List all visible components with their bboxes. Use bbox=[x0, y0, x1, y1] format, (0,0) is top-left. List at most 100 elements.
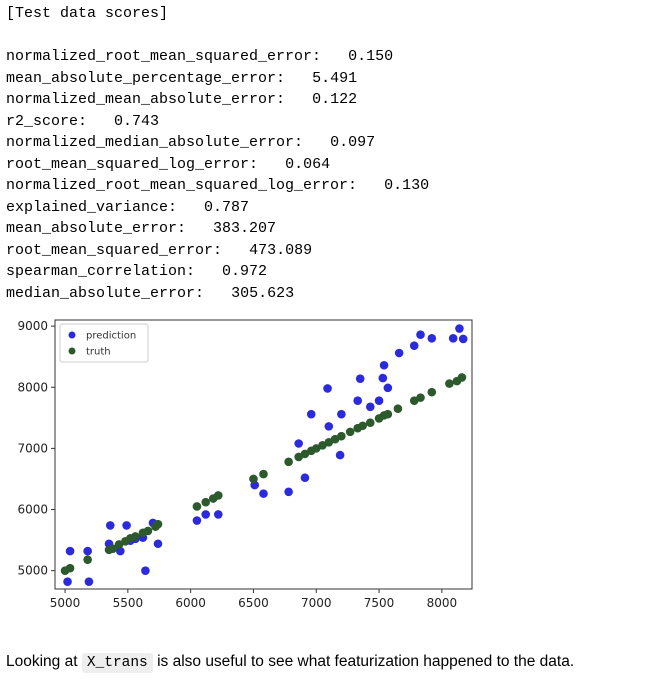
metric-value: 473.089 bbox=[249, 241, 313, 259]
prediction-point bbox=[323, 384, 332, 393]
metric-value: 0.064 bbox=[285, 155, 331, 173]
prediction-point bbox=[300, 473, 310, 483]
metric-name: mean_absolute_error: bbox=[6, 220, 187, 237]
metric-line: normalized_mean_absolute_error: 0.122 bbox=[6, 89, 429, 111]
truth-point bbox=[192, 502, 202, 511]
metric-name: normalized_root_mean_squared_error: bbox=[6, 48, 322, 65]
prediction-point bbox=[374, 396, 384, 405]
metric-value: 0.787 bbox=[204, 198, 250, 216]
metric-line: normalized_root_mean_squared_log_error: … bbox=[6, 175, 429, 197]
metric-line: mean_absolute_percentage_error: 5.491 bbox=[6, 68, 429, 90]
metric-name: normalized_root_mean_squared_log_error: bbox=[6, 177, 358, 194]
metric-name: normalized_median_absolute_error: bbox=[6, 134, 304, 151]
y-tick-label: 9000 bbox=[17, 319, 48, 333]
prediction-point bbox=[427, 334, 437, 343]
metric-value: 0.097 bbox=[330, 134, 376, 151]
truth-point bbox=[383, 409, 393, 419]
legend-marker-prediction bbox=[68, 331, 76, 339]
x-tick-label: 6000 bbox=[175, 596, 206, 610]
x-tick-label: 7500 bbox=[364, 596, 395, 610]
metrics-list: normalized_root_mean_squared_error: 0.15… bbox=[6, 46, 429, 304]
legend-marker-truth bbox=[68, 347, 76, 355]
metric-name: root_mean_squared_error: bbox=[6, 241, 223, 259]
truth-point bbox=[131, 532, 140, 541]
truth-point bbox=[358, 421, 368, 431]
prediction-point bbox=[141, 566, 150, 575]
output-header: [Test data scores] bbox=[6, 5, 169, 22]
metric-name: normalized_mean_absolute_error: bbox=[6, 91, 286, 108]
metric-line: median_absolute_error: 305.623 bbox=[6, 283, 429, 305]
prediction-point bbox=[337, 409, 346, 419]
metric-value: 5.491 bbox=[312, 69, 358, 87]
prediction-point bbox=[83, 546, 92, 556]
metric-name: mean_absolute_percentage_error: bbox=[6, 69, 286, 87]
prediction-point bbox=[259, 489, 268, 498]
prediction-point bbox=[324, 422, 334, 431]
prediction-point bbox=[355, 374, 365, 383]
truth-point bbox=[416, 393, 425, 402]
prediction-point bbox=[213, 510, 223, 519]
truth-point bbox=[457, 373, 467, 382]
prediction-point bbox=[335, 450, 345, 460]
truth-point bbox=[65, 563, 75, 573]
metric-line: root_mean_squared_error: 473.089 bbox=[6, 240, 429, 262]
metric-value: 0.972 bbox=[222, 263, 268, 280]
prose-text-before: Looking at bbox=[6, 653, 82, 670]
truth-point bbox=[337, 431, 346, 441]
x-tick-label: 8000 bbox=[427, 596, 458, 610]
metric-name: r2_score: bbox=[6, 112, 88, 130]
metric-value: 383.207 bbox=[213, 220, 277, 237]
metric-line: mean_absolute_error: 383.207 bbox=[6, 218, 429, 240]
y-tick-label: 7000 bbox=[17, 441, 48, 455]
prediction-point bbox=[379, 360, 389, 370]
metric-value: 0.122 bbox=[312, 91, 358, 108]
legend-label-truth: truth bbox=[86, 347, 111, 358]
truth-point bbox=[445, 379, 454, 388]
metric-line: normalized_root_mean_squared_error: 0.15… bbox=[6, 46, 429, 68]
metric-line: r2_score: 0.743 bbox=[6, 111, 429, 133]
x-tick-label: 7000 bbox=[301, 596, 332, 610]
prediction-point bbox=[63, 577, 72, 586]
prediction-point bbox=[353, 396, 363, 405]
truth-point bbox=[393, 404, 403, 413]
scatter-chart: 5000 5500 6000 6500 7000 7500 8000 5000 6000 7000… bbox=[17, 319, 473, 610]
prediction-point bbox=[394, 348, 404, 358]
metric-line: spearman_correlation: 0.972 bbox=[6, 261, 429, 283]
prediction-point bbox=[116, 546, 125, 556]
y-tick-label: 6000 bbox=[17, 503, 48, 517]
truth-point bbox=[249, 474, 258, 484]
metric-value: 0.150 bbox=[348, 48, 394, 65]
truth-point bbox=[108, 544, 118, 553]
prediction-point bbox=[458, 334, 468, 344]
legend-box bbox=[59, 323, 149, 363]
legend-label-prediction: prediction bbox=[86, 331, 136, 342]
blank-line bbox=[6, 25, 429, 47]
truth-point bbox=[213, 491, 223, 500]
prediction-point bbox=[416, 330, 425, 339]
prediction-point bbox=[105, 521, 115, 530]
metric-value: 0.130 bbox=[384, 177, 430, 194]
prediction-point bbox=[294, 439, 303, 448]
x-tick-label: 5500 bbox=[113, 596, 144, 610]
prediction-point bbox=[284, 487, 293, 497]
metric-line: root_mean_squared_log_error: 0.064 bbox=[6, 154, 429, 176]
truth-point bbox=[365, 418, 375, 428]
prediction-point bbox=[84, 577, 94, 586]
truth-point bbox=[83, 555, 92, 564]
metric-line: normalized_median_absolute_error: 0.097 bbox=[6, 132, 429, 154]
truth-point bbox=[259, 469, 268, 479]
truth-point bbox=[427, 387, 437, 397]
prediction-point bbox=[409, 341, 419, 350]
inline-code-x-trans: X_trans bbox=[81, 653, 153, 673]
truth-point bbox=[345, 427, 355, 437]
prediction-point bbox=[122, 521, 131, 530]
cell-output: [Test data scores] normalized_root_mean_s… bbox=[6, 3, 429, 304]
prediction-point bbox=[383, 383, 393, 393]
prediction-point bbox=[448, 334, 458, 343]
plot-area: 5000 5500 6000 6500 7000 7500 8000 5000 6000 7000… bbox=[17, 319, 473, 610]
metric-line: explained_variance: 0.787 bbox=[6, 197, 429, 219]
prediction-point bbox=[378, 373, 388, 383]
prediction-point bbox=[455, 324, 464, 333]
x-tick-label: 5000 bbox=[50, 596, 81, 610]
metric-name: root_mean_squared_log_error: bbox=[6, 155, 259, 173]
